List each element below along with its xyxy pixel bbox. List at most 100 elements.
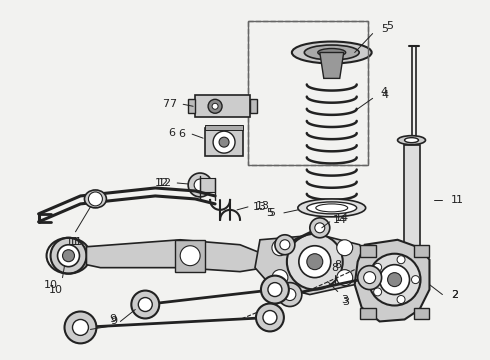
Bar <box>200 178 215 192</box>
Text: 5: 5 <box>381 24 388 33</box>
Bar <box>404 145 419 265</box>
Bar <box>250 99 257 113</box>
Circle shape <box>397 296 405 303</box>
Bar <box>205 125 243 130</box>
Circle shape <box>89 192 102 206</box>
Bar <box>248 21 368 165</box>
Text: 1: 1 <box>451 195 458 205</box>
Bar <box>414 307 429 319</box>
Text: 10: 10 <box>49 284 63 294</box>
Circle shape <box>180 246 200 266</box>
Circle shape <box>65 311 97 343</box>
Circle shape <box>374 288 382 296</box>
Bar <box>360 245 376 257</box>
Circle shape <box>310 218 330 238</box>
Circle shape <box>131 291 159 319</box>
Bar <box>414 245 429 257</box>
Text: 7: 7 <box>162 99 169 109</box>
Text: 2: 2 <box>451 289 458 300</box>
Bar <box>360 307 376 319</box>
Ellipse shape <box>405 138 418 143</box>
Circle shape <box>388 273 401 287</box>
Bar <box>205 128 243 156</box>
Text: 14: 14 <box>333 215 347 225</box>
Text: 13: 13 <box>253 202 267 212</box>
Circle shape <box>208 99 222 113</box>
Circle shape <box>412 276 419 284</box>
Text: 5: 5 <box>386 21 393 31</box>
Circle shape <box>368 254 420 306</box>
Bar <box>188 99 195 113</box>
Text: 4: 4 <box>381 90 388 100</box>
Text: 5: 5 <box>269 208 275 218</box>
Circle shape <box>188 173 212 197</box>
Circle shape <box>374 263 382 271</box>
Polygon shape <box>355 240 429 321</box>
Text: 8: 8 <box>334 260 342 270</box>
Text: 4: 4 <box>380 87 387 97</box>
Circle shape <box>261 276 289 303</box>
Text: 12: 12 <box>158 178 172 188</box>
Text: 11: 11 <box>66 237 79 247</box>
Polygon shape <box>86 240 265 272</box>
Circle shape <box>50 238 86 274</box>
Text: 3: 3 <box>341 294 348 305</box>
Text: 8: 8 <box>331 263 338 273</box>
Circle shape <box>194 179 206 191</box>
Ellipse shape <box>292 41 371 63</box>
Circle shape <box>272 270 288 285</box>
Ellipse shape <box>84 190 106 208</box>
Circle shape <box>138 298 152 311</box>
Circle shape <box>358 266 382 289</box>
Circle shape <box>287 234 343 289</box>
Ellipse shape <box>397 136 425 145</box>
Circle shape <box>284 289 296 301</box>
Circle shape <box>263 310 277 324</box>
Circle shape <box>73 319 89 336</box>
Ellipse shape <box>307 202 357 214</box>
Text: 9: 9 <box>110 316 117 327</box>
Circle shape <box>280 240 290 250</box>
Text: 10: 10 <box>44 280 57 289</box>
Text: 6: 6 <box>169 128 176 138</box>
Circle shape <box>275 235 295 255</box>
Bar <box>248 21 368 165</box>
Circle shape <box>315 223 325 233</box>
Text: 12: 12 <box>155 178 170 188</box>
Circle shape <box>57 245 79 267</box>
Bar <box>175 240 205 272</box>
Ellipse shape <box>396 265 426 275</box>
Circle shape <box>212 103 218 109</box>
Text: 7: 7 <box>169 99 176 109</box>
Text: 3: 3 <box>342 297 349 306</box>
Circle shape <box>63 250 74 262</box>
Ellipse shape <box>318 49 346 57</box>
Circle shape <box>299 246 331 278</box>
Circle shape <box>337 270 353 285</box>
Text: 11: 11 <box>69 237 82 247</box>
Circle shape <box>337 240 353 256</box>
Circle shape <box>364 272 376 284</box>
Circle shape <box>397 256 405 264</box>
Circle shape <box>256 303 284 332</box>
Text: 13: 13 <box>256 201 270 211</box>
Polygon shape <box>255 235 369 294</box>
Circle shape <box>213 131 235 153</box>
Text: 14: 14 <box>335 213 349 223</box>
Circle shape <box>307 254 323 270</box>
Ellipse shape <box>298 199 366 217</box>
Polygon shape <box>320 53 343 78</box>
Ellipse shape <box>304 45 359 60</box>
Circle shape <box>278 283 302 306</box>
Text: 5: 5 <box>267 208 273 218</box>
Ellipse shape <box>404 267 419 273</box>
Circle shape <box>272 240 288 256</box>
Text: 6: 6 <box>179 129 186 139</box>
Circle shape <box>380 265 410 294</box>
Text: 1: 1 <box>456 195 463 205</box>
Bar <box>195 95 250 117</box>
Text: 9: 9 <box>109 314 116 324</box>
Text: 2: 2 <box>451 289 458 300</box>
Circle shape <box>268 283 282 297</box>
Circle shape <box>219 137 229 147</box>
